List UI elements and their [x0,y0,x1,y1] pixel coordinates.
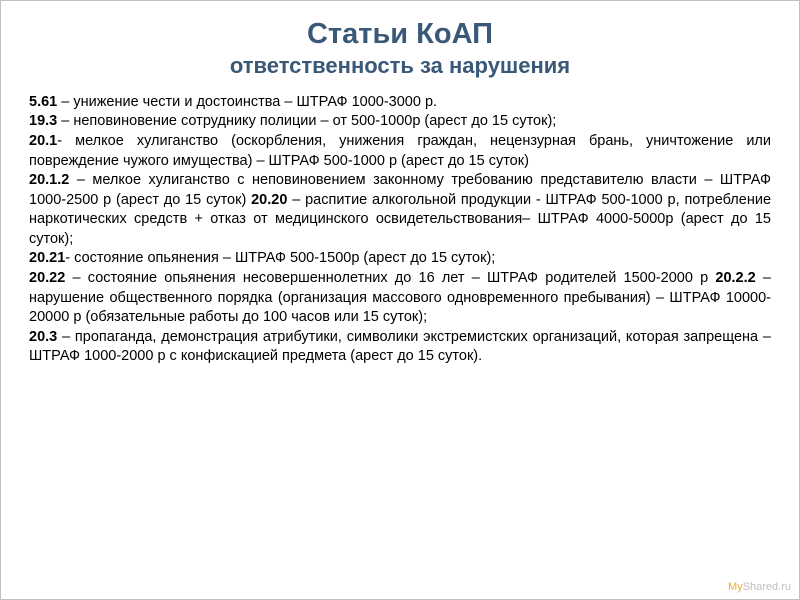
article-code: 20.20 [251,192,287,208]
article-code: 20.1.2 [29,172,69,188]
content-body: 5.61 – унижение чести и достоинства – ШТ… [29,93,771,367]
article-line: 5.61 – унижение чести и достоинства – ШТ… [29,93,771,113]
article-line: 20.21- состояние опьянения – ШТРАФ 500-1… [29,249,771,269]
watermark-suffix: Shared.ru [743,581,791,593]
article-text: – состояние опьянения несовершеннолетних… [65,270,715,286]
article-code: 20.1 [29,133,57,149]
page-subtitle: ответственность за нарушения [29,53,771,79]
article-code: 20.3 [29,329,57,345]
article-code: 20.22 [29,270,65,286]
article-line: 20.3 – пропаганда, демонстрация атрибути… [29,328,771,367]
slide: Статьи КоАП ответственность за нарушения… [0,0,800,600]
page-title: Статьи КоАП [29,19,771,51]
article-code: 20.2.2 [715,270,755,286]
article-line: 19.3 – неповиновение сотруднику полиции … [29,112,771,132]
watermark: MyShared.ru [728,581,791,593]
article-text: – унижение чести и достоинства – ШТРАФ 1… [57,94,437,110]
article-text: - мелкое хулиганство (оскорбления, униже… [29,133,771,169]
watermark-prefix: My [728,581,743,593]
article-code: 5.61 [29,94,57,110]
article-code: 19.3 [29,113,57,129]
article-line: 20.1.2 – мелкое хулиганство с неповинове… [29,171,771,249]
article-text: – пропаганда, демонстрация атрибутики, с… [29,329,771,365]
article-line: 20.22 – состояние опьянения несовершенно… [29,269,771,328]
article-text: – неповиновение сотруднику полиции – от … [57,113,556,129]
article-line: 20.1- мелкое хулиганство (оскорбления, у… [29,132,771,171]
article-code: 20.21 [29,250,65,266]
article-text: - состояние опьянения – ШТРАФ 500-1500р … [65,250,495,266]
